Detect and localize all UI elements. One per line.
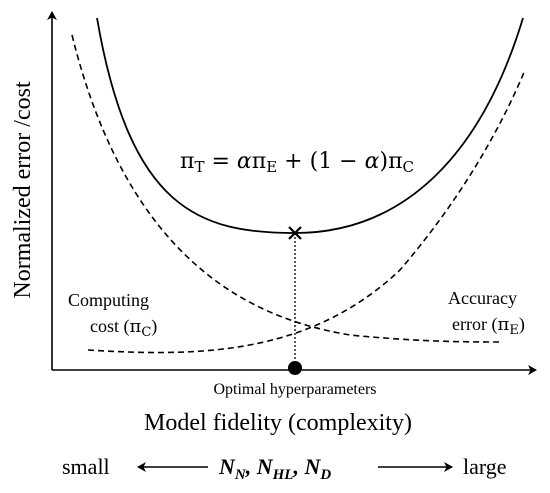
accuracy-error-curve [71, 34, 501, 343]
scale-large-label: large [463, 454, 507, 479]
total-cost-equation: πT = απE + (1 − α)πC [180, 149, 414, 176]
total-cost-curve [96, 17, 524, 234]
y-axis-label: Normalized error /cost [10, 81, 36, 299]
scale-variables: NN, NHL, ND [218, 454, 331, 483]
accuracy-error-label: Accuracy [448, 288, 517, 308]
computing-cost-label: Computing [68, 290, 149, 310]
optimum-point [288, 361, 302, 375]
x-axis-label: Model fidelity (complexity) [144, 410, 412, 436]
minimum-marker [288, 226, 302, 240]
scale-small-label: small [62, 454, 110, 479]
optimal-hyperparameters-label: Optimal hyperparameters [213, 381, 376, 398]
accuracy-error-label-2: error (πE) [452, 314, 525, 338]
computing-cost-curve [87, 69, 526, 354]
computing-cost-label-2: cost (πC) [90, 316, 157, 340]
